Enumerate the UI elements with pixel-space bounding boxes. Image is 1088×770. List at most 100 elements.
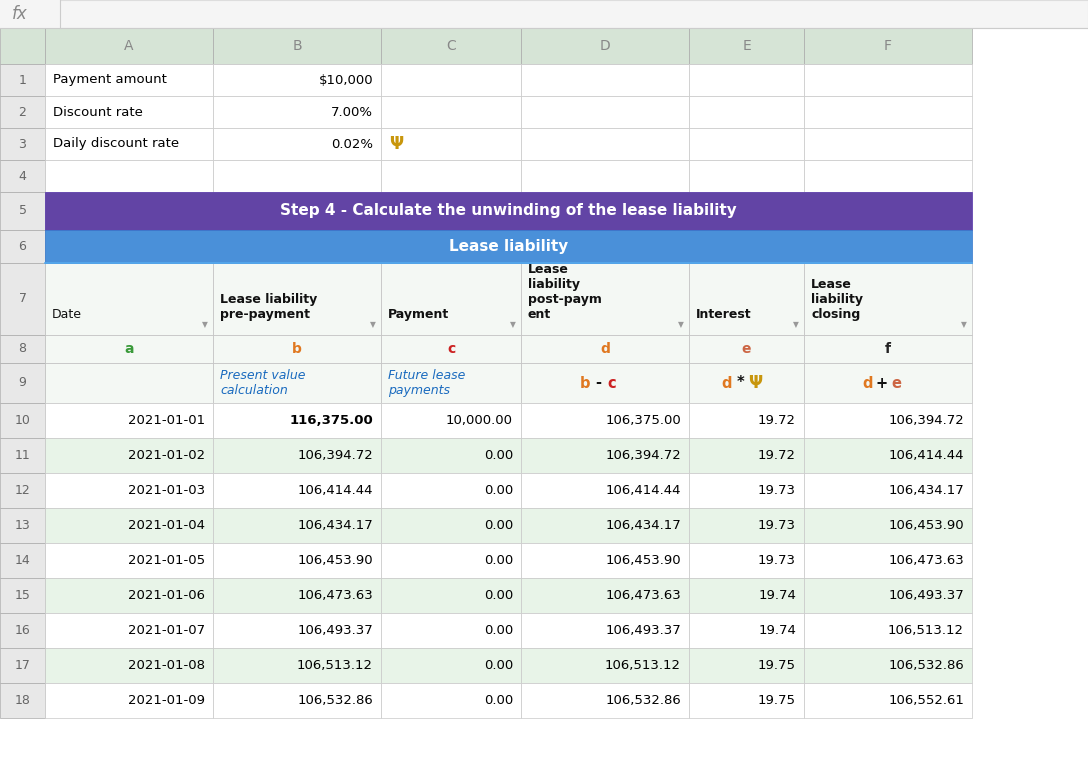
Bar [213, 96, 381, 128]
Text: ▼: ▼ [202, 320, 208, 329]
Bar [804, 160, 972, 192]
Bar [0, 438, 45, 473]
Text: B: B [293, 39, 301, 53]
Text: 7: 7 [18, 293, 26, 306]
Bar [689, 578, 804, 613]
Text: 6: 6 [18, 240, 26, 253]
Bar [804, 64, 972, 96]
Bar [689, 363, 804, 403]
Text: Ψ: Ψ [390, 135, 404, 153]
Bar [804, 683, 972, 718]
Text: 106,473.63: 106,473.63 [888, 554, 964, 567]
Bar [0, 363, 45, 403]
Text: 116,375.00: 116,375.00 [289, 414, 373, 427]
Text: 106,493.37: 106,493.37 [605, 624, 681, 637]
Text: ▼: ▼ [961, 320, 967, 329]
Text: 0.00: 0.00 [484, 449, 514, 462]
Bar [0, 473, 45, 508]
Text: 106,394.72: 106,394.72 [888, 414, 964, 427]
Bar [521, 473, 689, 508]
Bar [521, 363, 689, 403]
Bar [521, 543, 689, 578]
Bar [213, 543, 381, 578]
Bar [804, 578, 972, 613]
Bar [213, 578, 381, 613]
Bar [213, 438, 381, 473]
Bar [521, 403, 689, 438]
Bar [521, 648, 689, 683]
Bar [0, 96, 45, 128]
Bar [213, 648, 381, 683]
Bar [0, 28, 45, 64]
Text: 11: 11 [14, 449, 30, 462]
Text: 9: 9 [18, 377, 26, 390]
Bar [45, 96, 213, 128]
Text: 2021-01-04: 2021-01-04 [128, 519, 205, 532]
Bar [689, 64, 804, 96]
Text: 106,394.72: 106,394.72 [605, 449, 681, 462]
Bar [45, 613, 213, 648]
Text: b: b [292, 342, 302, 356]
Bar [45, 263, 213, 335]
Bar [0, 160, 45, 192]
Text: 19.75: 19.75 [758, 694, 796, 707]
Text: 0.00: 0.00 [484, 589, 514, 602]
Bar [521, 683, 689, 718]
Bar [381, 335, 521, 363]
Text: 18: 18 [14, 694, 30, 707]
Bar [689, 543, 804, 578]
Text: 106,453.90: 106,453.90 [889, 519, 964, 532]
Text: c: c [608, 376, 616, 390]
Text: 14: 14 [14, 554, 30, 567]
Text: 2021-01-09: 2021-01-09 [128, 694, 205, 707]
Text: d: d [863, 376, 874, 390]
Bar [521, 508, 689, 543]
Bar [213, 28, 381, 64]
Text: 7.00%: 7.00% [331, 105, 373, 119]
Text: 19.73: 19.73 [758, 519, 796, 532]
Text: 106,532.86: 106,532.86 [605, 694, 681, 707]
Bar [521, 263, 689, 335]
Bar [45, 64, 213, 96]
Text: 0.02%: 0.02% [331, 138, 373, 150]
Text: 1: 1 [18, 73, 26, 86]
Text: 2021-01-03: 2021-01-03 [128, 484, 205, 497]
Text: 106,375.00: 106,375.00 [605, 414, 681, 427]
Text: Lease
liability
closing: Lease liability closing [811, 278, 863, 321]
Text: Lease
liability
post-paym
ent: Lease liability post-paym ent [528, 263, 602, 321]
Text: 2021-01-02: 2021-01-02 [128, 449, 205, 462]
Bar [521, 438, 689, 473]
Bar [689, 438, 804, 473]
Bar [213, 508, 381, 543]
Text: 19.73: 19.73 [758, 484, 796, 497]
Text: 19.72: 19.72 [758, 449, 796, 462]
Text: 2: 2 [18, 105, 26, 119]
Text: 0.00: 0.00 [484, 484, 514, 497]
Bar [213, 263, 381, 335]
Bar [804, 613, 972, 648]
Bar [804, 28, 972, 64]
Text: 3: 3 [18, 138, 26, 150]
Bar [381, 543, 521, 578]
Text: 106,453.90: 106,453.90 [605, 554, 681, 567]
Bar [381, 263, 521, 335]
Bar [804, 363, 972, 403]
Text: 0.00: 0.00 [484, 624, 514, 637]
Bar [689, 508, 804, 543]
Text: 106,513.12: 106,513.12 [605, 659, 681, 672]
Text: $10,000: $10,000 [319, 73, 373, 86]
Bar [45, 648, 213, 683]
Bar [689, 128, 804, 160]
Bar [381, 160, 521, 192]
Bar [521, 64, 689, 96]
Text: 13: 13 [14, 519, 30, 532]
Text: 17: 17 [14, 659, 30, 672]
Text: 106,394.72: 106,394.72 [297, 449, 373, 462]
Text: 0.00: 0.00 [484, 519, 514, 532]
Text: F: F [883, 39, 892, 53]
Text: Lease liability: Lease liability [449, 239, 568, 254]
Text: 106,513.12: 106,513.12 [297, 659, 373, 672]
Bar [804, 263, 972, 335]
Bar [521, 160, 689, 192]
Text: 4: 4 [18, 169, 26, 182]
